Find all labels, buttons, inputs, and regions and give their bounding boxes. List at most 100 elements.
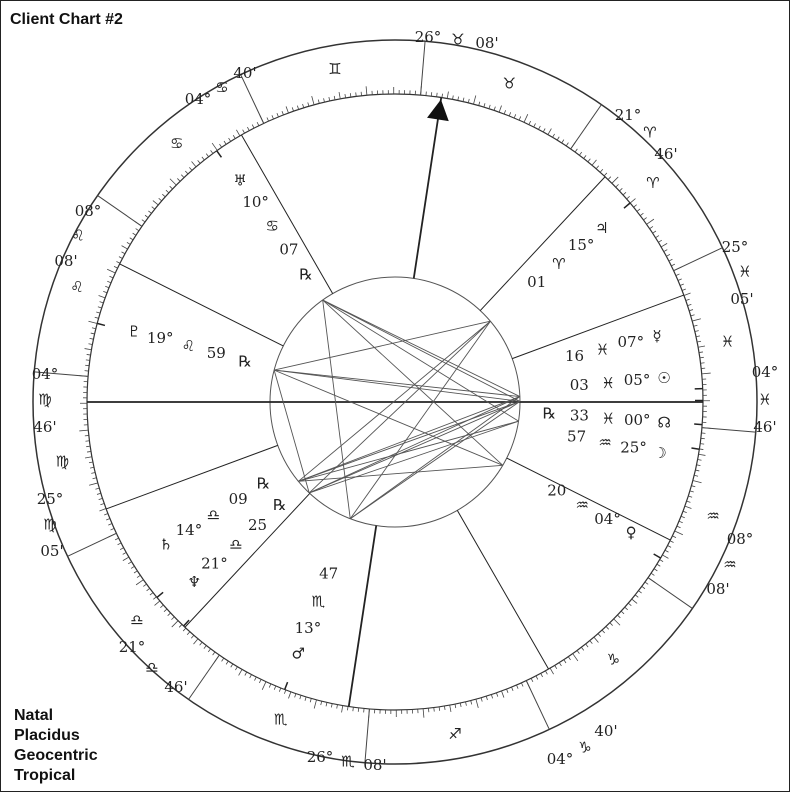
degree-tick — [599, 169, 604, 173]
degree-tick — [572, 653, 579, 662]
degree-tick — [480, 697, 483, 702]
planet-tick — [97, 322, 106, 327]
cusp-sign: ♓ — [758, 391, 771, 409]
degree-tick — [268, 683, 272, 688]
degree-tick — [122, 556, 130, 561]
degree-tick — [563, 659, 567, 664]
degree-tick — [256, 121, 260, 126]
degree-tick — [100, 503, 105, 506]
planet-sign: ♎ — [229, 536, 242, 554]
cusp-deg: 25° — [37, 490, 64, 508]
aspect-line — [322, 299, 351, 519]
degree-tick — [296, 105, 300, 110]
degree-tick — [104, 513, 109, 516]
planet-glyph: ☉ — [657, 369, 670, 387]
degree-tick — [284, 689, 287, 694]
house-cusp — [105, 444, 278, 510]
planet-glyph: ♂ — [292, 645, 305, 663]
degree-tick — [238, 669, 243, 676]
degree-tick — [619, 187, 623, 192]
cusp-min: 08' — [475, 34, 498, 52]
degree-tick — [251, 124, 255, 129]
degree-tick — [567, 656, 571, 661]
degree-tick — [687, 303, 692, 307]
degree-tick — [154, 600, 161, 606]
degree-tick — [288, 691, 292, 699]
degree-tick — [90, 332, 95, 335]
degree-tick — [682, 510, 687, 513]
degree-tick — [601, 629, 606, 634]
degree-tick — [473, 95, 477, 105]
cusp-sign: ♉ — [451, 31, 464, 49]
degree-tick — [699, 356, 704, 359]
degree-tick — [653, 568, 658, 572]
degree-tick — [667, 545, 672, 548]
degree-tick — [355, 92, 357, 97]
degree-tick — [636, 208, 641, 212]
degree-tick — [294, 693, 297, 698]
degree-tick — [121, 245, 128, 250]
planet-min: 09 — [229, 490, 248, 508]
aspect-line — [349, 320, 491, 519]
planet-deg: 25° — [620, 438, 647, 456]
cusp-min: 46' — [654, 145, 677, 163]
degree-tick — [163, 608, 168, 613]
degree-tick — [247, 126, 250, 131]
planet-deg: 00° — [624, 411, 651, 429]
house-cusp — [506, 457, 671, 541]
degree-tick — [587, 158, 591, 163]
degree-tick — [547, 128, 552, 135]
degree-tick — [84, 348, 92, 351]
sign-glyph: ♊ — [328, 60, 341, 78]
planet-retro: ℞ — [299, 266, 312, 284]
degree-tick — [169, 185, 173, 190]
degree-tick — [698, 453, 706, 456]
degree-tick — [84, 456, 92, 459]
degree-tick — [579, 151, 583, 156]
degree-tick — [436, 92, 438, 97]
degree-tick — [528, 120, 531, 125]
planet-min: 57 — [567, 427, 586, 445]
degree-tick — [121, 251, 126, 255]
degree-tick — [307, 102, 310, 107]
planet-tick — [156, 591, 164, 599]
degree-tick — [259, 679, 262, 684]
degree-tick — [99, 301, 104, 304]
degree-tick — [542, 128, 546, 133]
degree-tick — [97, 306, 102, 309]
chart-title: Client Chart #2 — [10, 11, 123, 28]
degree-tick — [122, 552, 127, 555]
sign-boundary — [570, 104, 602, 150]
degree-tick — [677, 278, 682, 281]
degree-tick — [561, 139, 565, 144]
cusp-deg: 21° — [615, 106, 642, 124]
degree-tick — [699, 448, 704, 450]
planet-retro: ℞ — [257, 475, 270, 493]
degree-tick — [201, 156, 205, 161]
planet-glyph: ☊ — [658, 414, 671, 432]
degree-tick — [690, 314, 695, 317]
degree-tick — [493, 106, 496, 111]
degree-tick — [697, 340, 702, 343]
degree-tick — [193, 638, 199, 645]
sign-boundary — [525, 680, 550, 730]
degree-tick — [178, 624, 183, 628]
degree-tick — [488, 104, 491, 109]
degree-tick — [177, 178, 181, 182]
degree-tick — [624, 606, 628, 611]
degree-tick — [130, 565, 135, 569]
degree-tick — [626, 196, 630, 200]
sign-glyph: ♈ — [646, 174, 659, 192]
degree-tick — [454, 704, 457, 709]
cusp-min: 40' — [233, 64, 256, 82]
house-cusp — [184, 493, 311, 628]
cusp-min: 08' — [706, 580, 729, 598]
degree-tick — [212, 651, 216, 656]
planet-deg: 21° — [201, 555, 228, 573]
degree-tick — [129, 237, 134, 241]
degree-tick — [518, 116, 522, 121]
degree-tick — [341, 705, 344, 713]
degree-tick — [88, 320, 98, 324]
degree-tick — [114, 537, 119, 541]
